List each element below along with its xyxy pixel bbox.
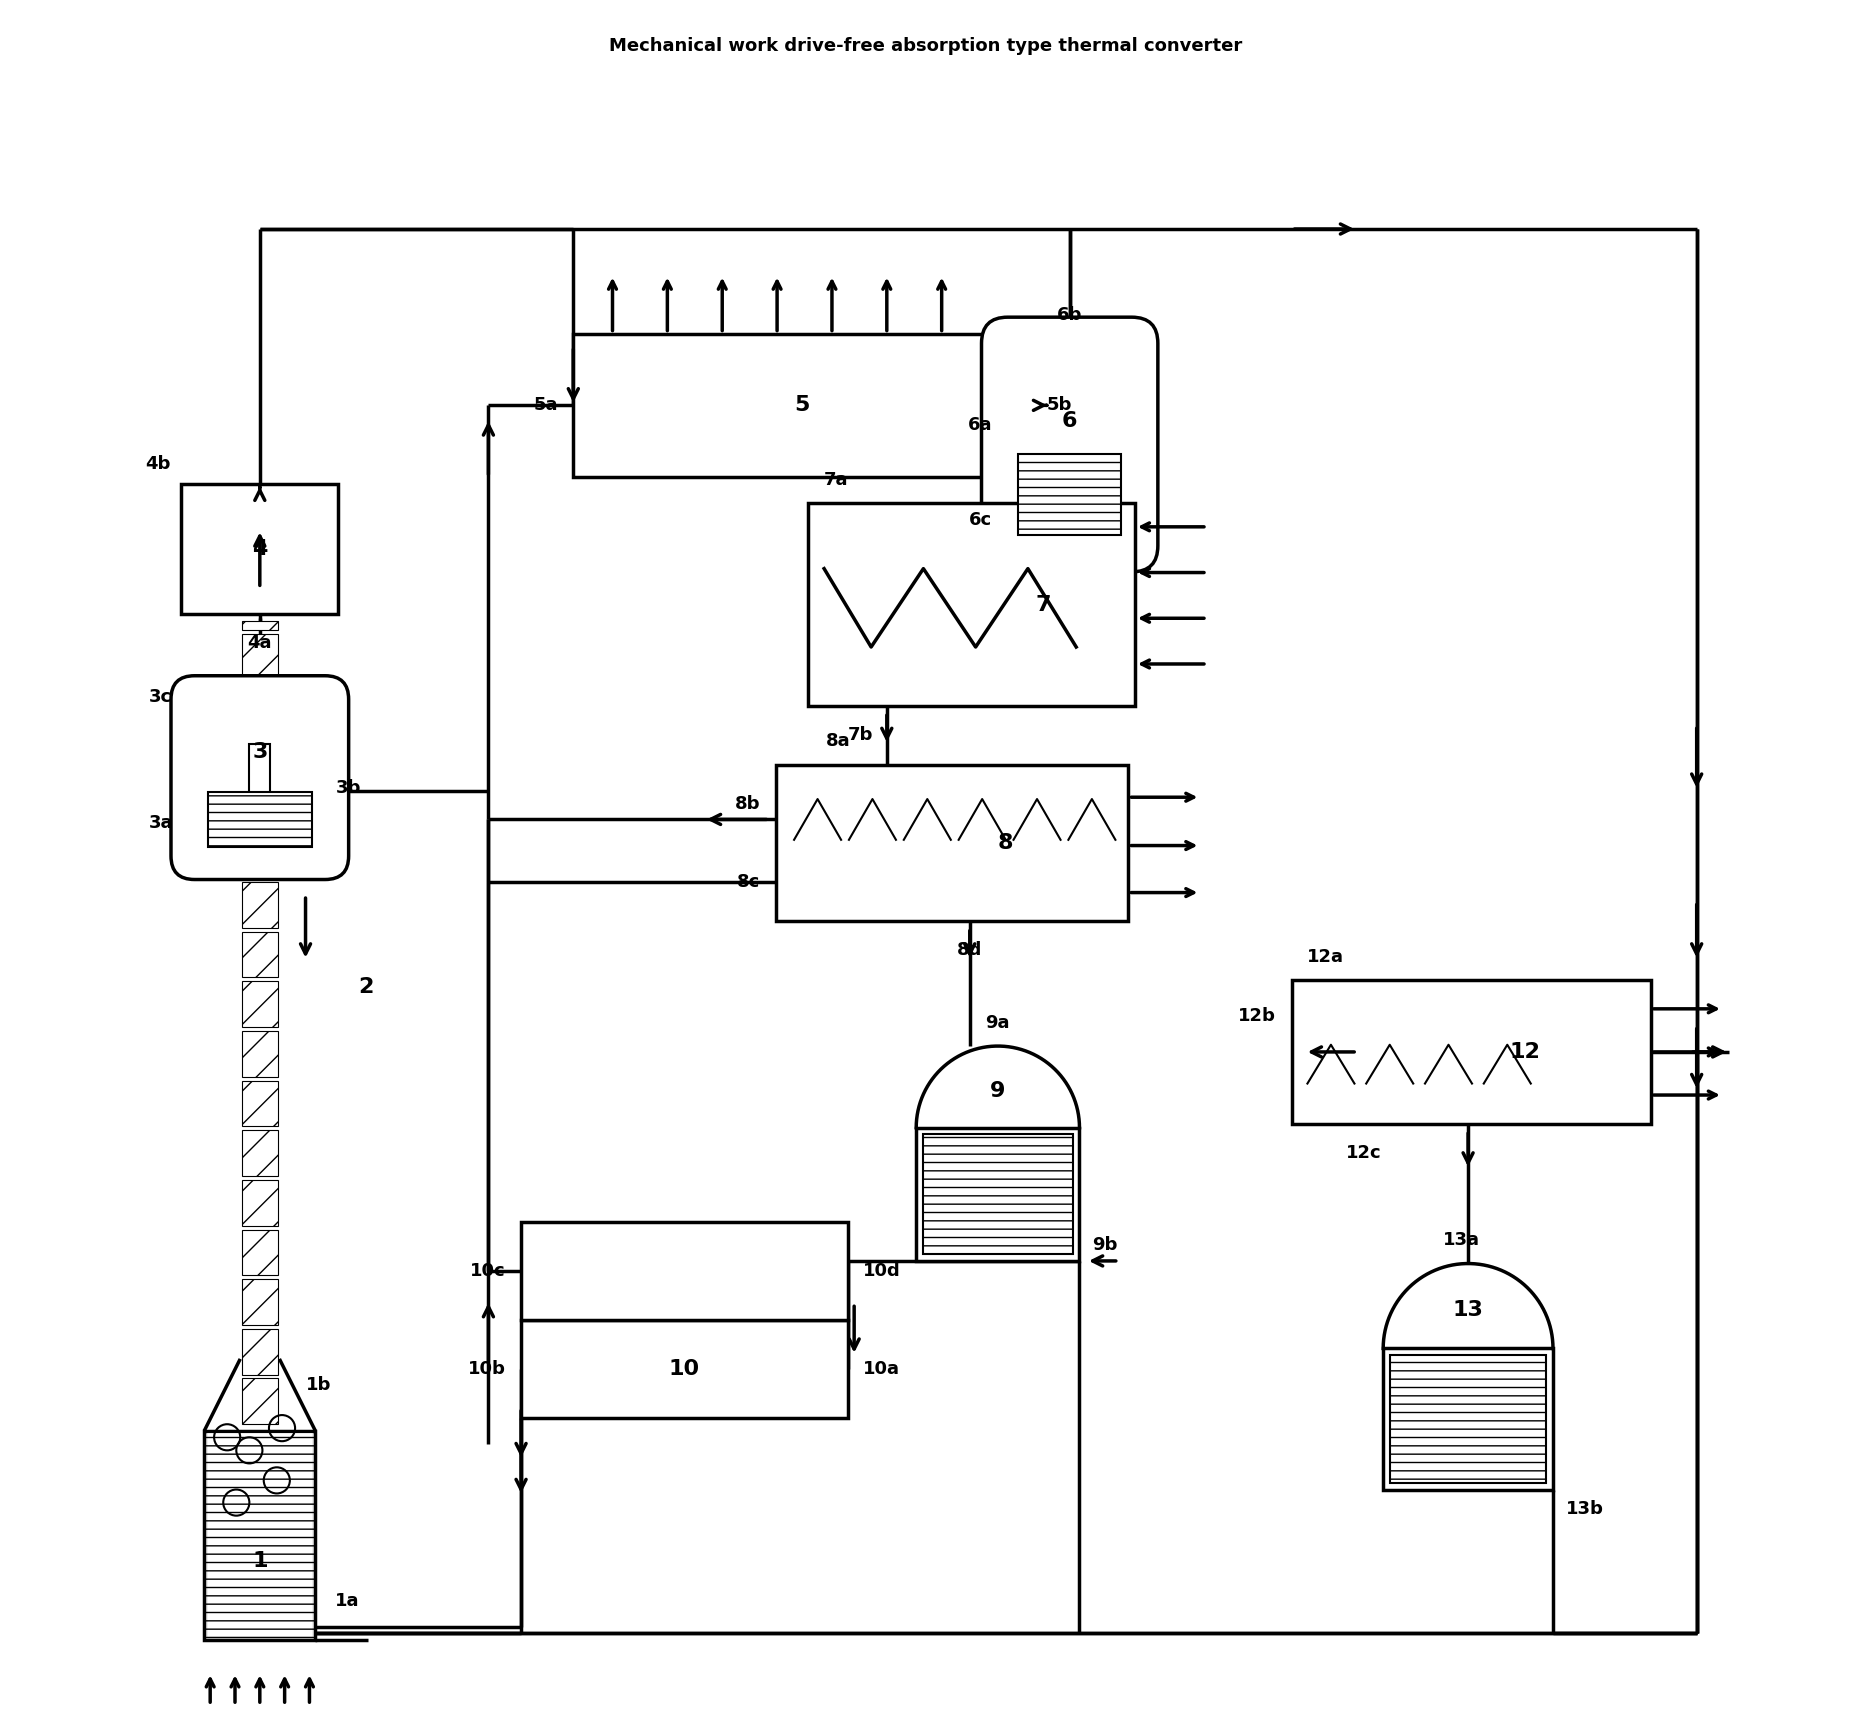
- Bar: [1389, 1354, 1546, 1483]
- Bar: [241, 1130, 278, 1176]
- Text: 12: 12: [1509, 1043, 1541, 1061]
- Text: 3c: 3c: [148, 688, 172, 705]
- Text: 7b: 7b: [848, 726, 872, 743]
- Text: 10a: 10a: [863, 1359, 900, 1378]
- Bar: [917, 1128, 1080, 1262]
- Text: 10d: 10d: [863, 1262, 902, 1281]
- Bar: [241, 981, 278, 1027]
- Text: 13: 13: [1452, 1299, 1483, 1320]
- Bar: [1383, 1349, 1554, 1489]
- Bar: [204, 1431, 315, 1640]
- Text: 8a: 8a: [826, 733, 850, 750]
- Text: 4a: 4a: [248, 633, 272, 652]
- Text: 12a: 12a: [1308, 947, 1345, 966]
- Bar: [241, 1378, 278, 1424]
- Text: 8d: 8d: [957, 942, 982, 959]
- Text: 1a: 1a: [335, 1592, 359, 1609]
- Text: 12b: 12b: [1239, 1007, 1276, 1025]
- Bar: [776, 765, 1128, 921]
- Text: 3b: 3b: [335, 779, 361, 798]
- Bar: [207, 1433, 313, 1637]
- Bar: [520, 1222, 848, 1320]
- Text: 8c: 8c: [737, 873, 759, 892]
- Text: 10: 10: [669, 1359, 700, 1378]
- Text: 5b: 5b: [1046, 397, 1072, 414]
- Text: 9: 9: [991, 1080, 1006, 1101]
- Text: 5: 5: [795, 395, 809, 416]
- Bar: [809, 503, 1135, 705]
- Text: Mechanical work drive-free absorption type thermal converter: Mechanical work drive-free absorption ty…: [609, 38, 1243, 55]
- Bar: [241, 1229, 278, 1275]
- Bar: [241, 1080, 278, 1126]
- Text: 3: 3: [252, 741, 267, 762]
- Text: 13b: 13b: [1567, 1500, 1604, 1519]
- Text: 12c: 12c: [1346, 1144, 1382, 1161]
- Bar: [1291, 979, 1650, 1123]
- Bar: [922, 1135, 1072, 1255]
- Text: 10b: 10b: [467, 1359, 506, 1378]
- FancyBboxPatch shape: [170, 676, 348, 880]
- Text: 7: 7: [1035, 594, 1052, 615]
- Text: 4b: 4b: [146, 455, 170, 473]
- Bar: [250, 743, 270, 793]
- Bar: [241, 1329, 278, 1375]
- Bar: [181, 484, 339, 615]
- Text: 4: 4: [252, 539, 267, 560]
- Text: 10c: 10c: [470, 1262, 506, 1281]
- Text: 7a: 7a: [824, 471, 848, 490]
- Bar: [241, 1031, 278, 1077]
- Text: 6: 6: [1061, 411, 1078, 431]
- Text: 9a: 9a: [985, 1014, 1009, 1032]
- Bar: [241, 633, 278, 680]
- Bar: [207, 793, 313, 847]
- Bar: [241, 1279, 278, 1325]
- Text: 1: 1: [252, 1551, 267, 1572]
- Bar: [241, 832, 278, 878]
- Text: 8b: 8b: [735, 794, 759, 813]
- Bar: [241, 621, 278, 630]
- Text: 2: 2: [357, 976, 372, 996]
- Text: 6b: 6b: [1057, 305, 1082, 324]
- Bar: [241, 782, 278, 829]
- Bar: [241, 683, 278, 729]
- Text: 3a: 3a: [148, 815, 174, 832]
- Text: 6a: 6a: [967, 416, 993, 433]
- Bar: [574, 334, 1030, 478]
- Bar: [241, 733, 278, 779]
- Text: 9b: 9b: [1093, 1236, 1119, 1255]
- Text: 6c: 6c: [969, 512, 993, 529]
- Bar: [241, 882, 278, 928]
- Text: 5a: 5a: [533, 397, 557, 414]
- Bar: [1019, 454, 1120, 536]
- Text: 1b: 1b: [306, 1376, 332, 1394]
- Text: 8: 8: [996, 834, 1013, 853]
- Bar: [241, 931, 278, 978]
- Bar: [241, 1180, 278, 1226]
- Text: 13a: 13a: [1443, 1231, 1480, 1250]
- Bar: [520, 1320, 848, 1418]
- FancyBboxPatch shape: [982, 317, 1158, 572]
